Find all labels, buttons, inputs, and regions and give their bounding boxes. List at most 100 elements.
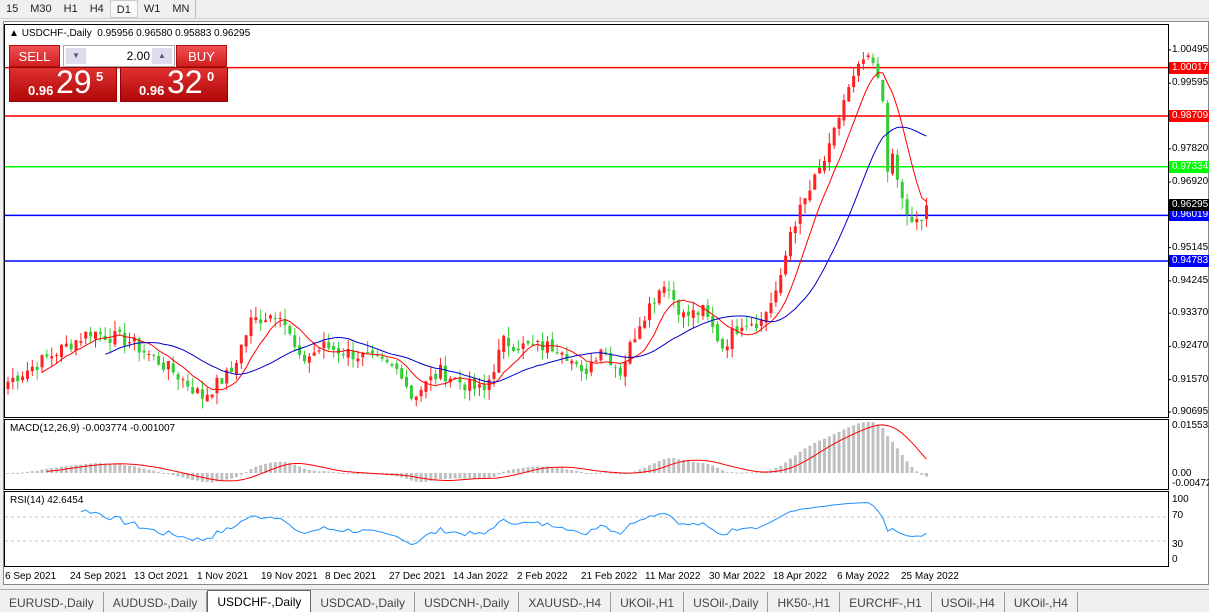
macd-histogram-bar [278,461,282,473]
macd-histogram-bar [905,461,909,473]
chart-tab[interactable]: USDCHF-,Daily [207,590,312,612]
candle-body [759,319,763,326]
candle-body [468,379,472,391]
candle-body [628,342,632,364]
candle-body [341,354,345,356]
lot-size-input[interactable] [88,48,152,64]
chart-tab[interactable]: USOil-,Daily [684,592,769,612]
price-axis-label: 0.92470 [1172,340,1209,352]
timeframe-mn[interactable]: MN [172,3,190,15]
timeframe-d1[interactable]: D1 [109,0,138,18]
macd-histogram-bar [798,451,802,473]
sell-button[interactable]: SELL [9,45,60,67]
macd-histogram-bar [682,460,686,473]
macd-histogram-bar [832,433,836,473]
macd-histogram-bar [891,441,895,473]
rsi-line [80,502,927,546]
candle-body [200,389,204,399]
chart-tab[interactable]: HK50-,H1 [768,592,841,612]
macd-histogram-bar [793,455,797,473]
macd-histogram-bar [652,463,656,473]
candle-body [609,353,613,366]
candle-body [750,324,754,326]
date-axis-label: 14 Jan 2022 [453,571,509,582]
rsi-label: RSI(14) 42.6454 [10,495,84,506]
candle-body [925,205,929,220]
level-price-tag: 0.96019 [1169,209,1209,222]
chart-tab[interactable]: UKOil-,H1 [611,592,685,612]
candle-body [672,290,676,300]
macd-histogram-bar [657,461,661,473]
chart-tab[interactable]: UKOil-,H4 [1005,592,1078,612]
candle-body [137,338,141,353]
candle-body [123,332,127,346]
candle-body [132,337,136,342]
chart-tab[interactable]: EURCHF-,H1 [840,592,932,612]
lot-decrease-icon[interactable]: ▼ [66,48,86,64]
macd-histogram-bar [424,473,428,482]
timeframe-h1[interactable]: H1 [63,3,78,15]
buy-button[interactable]: BUY [176,45,227,67]
rsi-pane[interactable] [4,491,1169,567]
current-price-tag: 0.96295 [1169,199,1209,212]
chart-tab[interactable]: USOil-,H4 [932,592,1005,612]
macd-histogram-bar [268,462,272,473]
macd-histogram-bar [98,463,102,473]
macd-histogram-bar [497,473,501,475]
candle-body [351,350,355,360]
candle-body [910,216,914,222]
candle-body [555,352,559,354]
macd-histogram-bar [40,469,44,473]
candle-body [249,317,253,336]
candle-body [891,153,895,174]
price-axis-label: 0.90695 [1172,405,1209,417]
macd-histogram-bar [507,470,511,473]
candle-body [210,394,214,398]
candle-body [293,335,297,347]
macd-histogram-bar [332,471,336,473]
candle-body [818,167,822,174]
candle-body [162,362,166,370]
date-axis-label: 6 May 2022 [837,571,890,582]
candle-body [234,362,238,375]
macd-histogram-bar [230,473,234,479]
candle-body [822,160,826,171]
lot-increase-icon[interactable]: ▲ [152,48,172,64]
candle-body [545,341,549,353]
macd-histogram-bar [808,445,812,473]
chart-tab[interactable]: EURUSD-,Daily [0,592,104,612]
chart-tab[interactable]: AUDUSD-,Daily [104,592,208,612]
chart-tab[interactable]: USDCAD-,Daily [311,592,416,612]
macd-histogram-bar [215,473,219,482]
buy-price[interactable]: 0.96 32 0 [120,64,228,102]
macd-histogram-bar [754,472,758,474]
macd-histogram-bar [468,473,472,479]
candle-body [730,328,734,350]
chart-tab[interactable]: XAUUSD-,H4 [519,592,612,612]
macd-histogram-bar [74,464,78,473]
chart-tab[interactable]: USDCNH-,Daily [415,592,520,612]
macd-histogram-bar [254,466,258,473]
macd-histogram-bar [881,428,885,473]
macd-histogram-bar [745,472,749,474]
candle-body [643,320,647,328]
level-price-tag: 1.00017 [1169,61,1209,74]
candle-body [298,345,302,355]
candle-body [701,304,705,317]
timeframe-w1[interactable]: W1 [143,3,161,15]
candle-body [11,377,15,382]
macd-histogram-bar [716,467,720,473]
sell-price[interactable]: 0.96 29 5 [9,64,117,102]
macd-axis-zero: 0.00 [1172,468,1192,479]
macd-histogram-bar [925,473,929,477]
macd-histogram-bar [162,473,166,474]
timeframe-m15[interactable]: 15 [6,3,19,15]
macd-histogram-bar [720,470,724,473]
macd-histogram-bar [123,465,127,473]
timeframe-h4[interactable]: H4 [89,3,104,15]
macd-histogram-bar [861,422,865,473]
timeframe-m30[interactable]: M30 [30,3,52,15]
candle-body [64,343,68,347]
macd-histogram-bar [298,466,302,473]
collapse-triangle-icon[interactable]: ▲ [9,28,22,39]
